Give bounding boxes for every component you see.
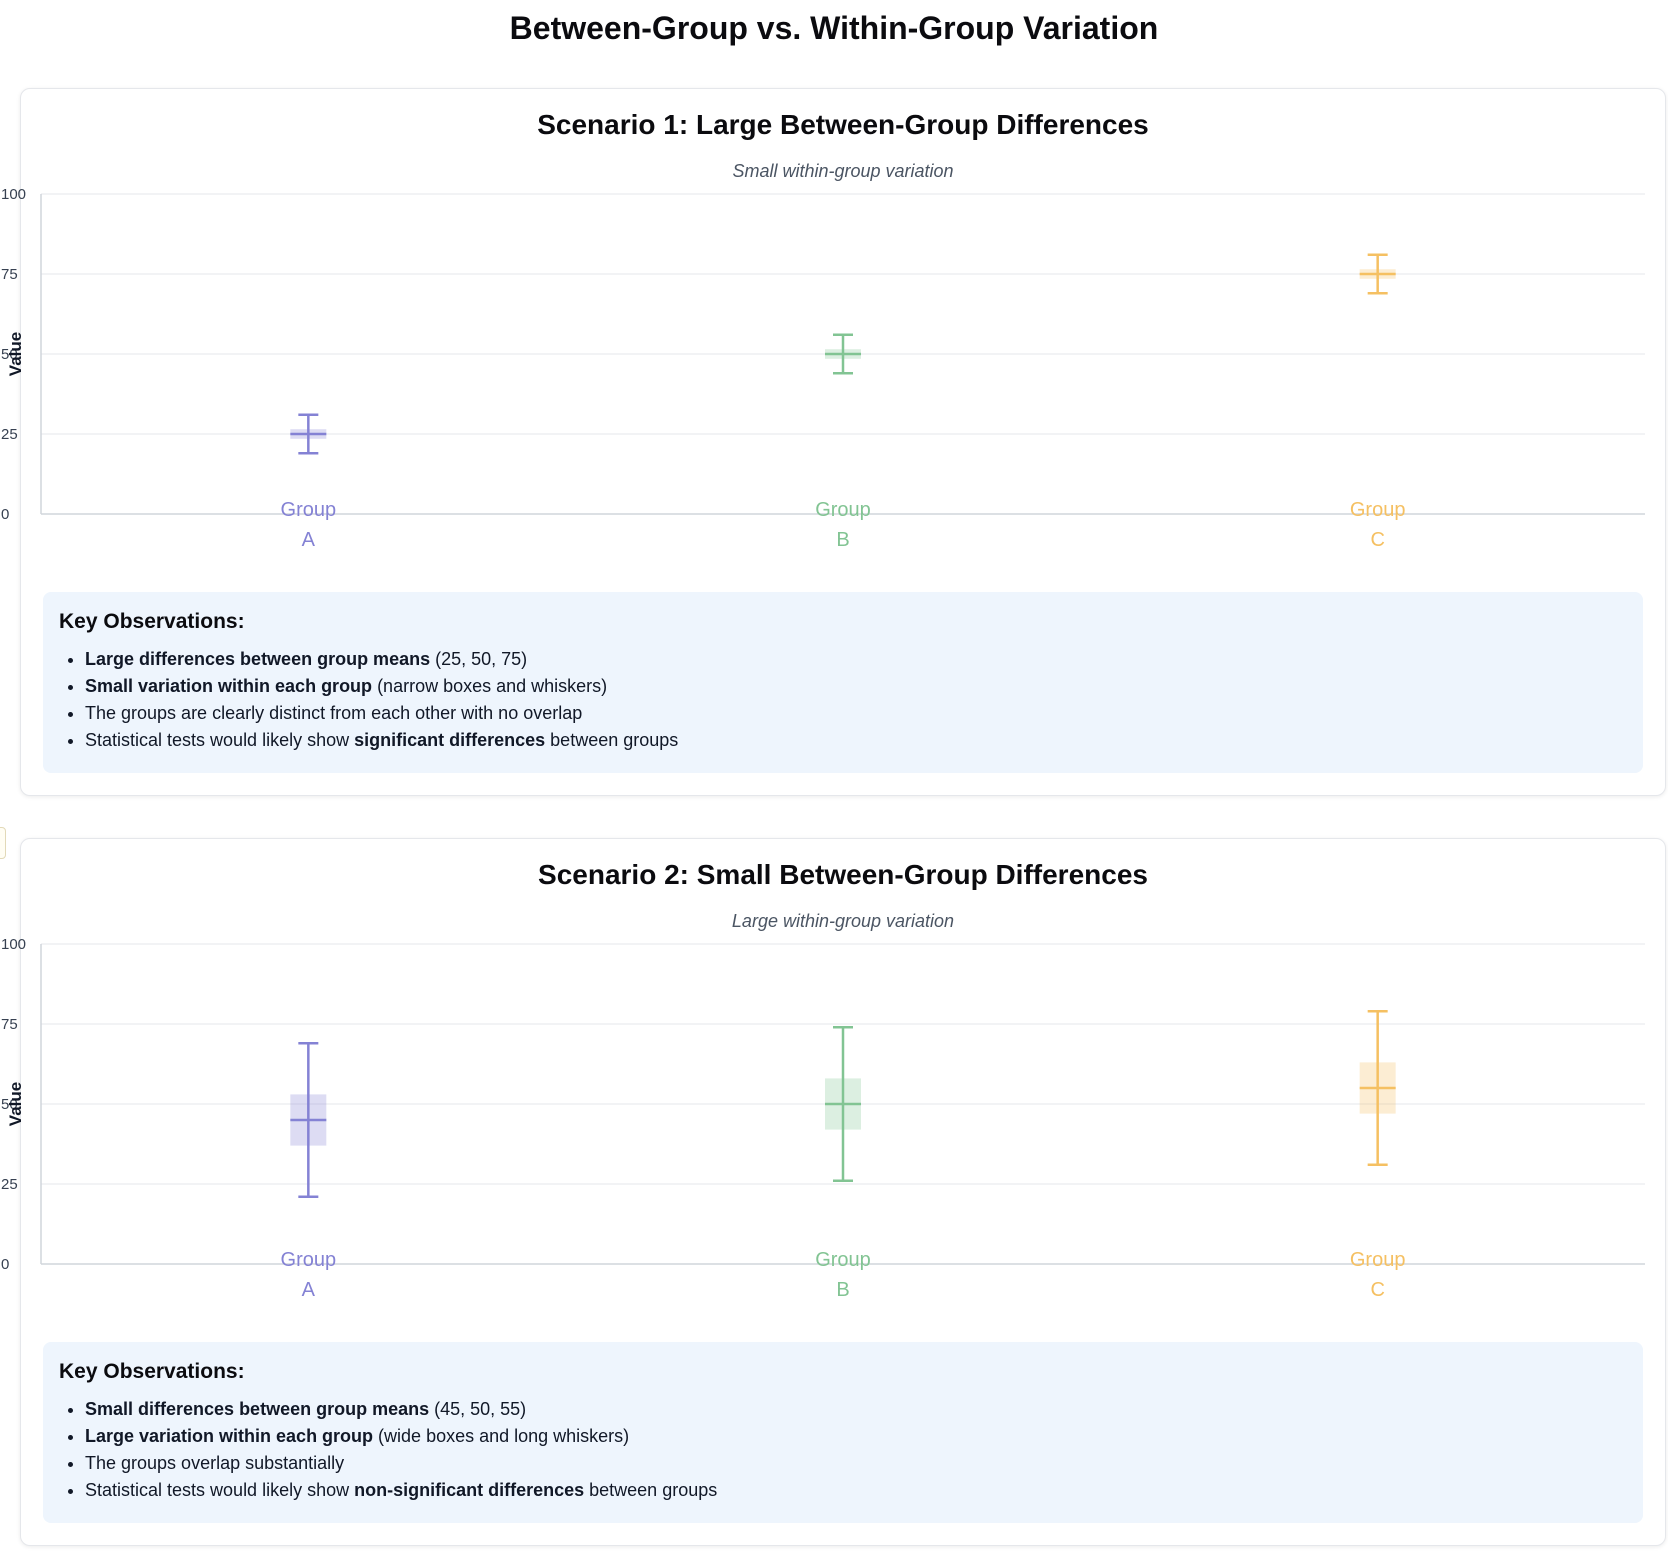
scenario-1-subtitle: Small within-group variation <box>732 161 954 181</box>
observations-list: Small differences between group means (4… <box>59 1396 1627 1504</box>
y-tick-label: 50 <box>1 1096 18 1113</box>
y-tick-label: 0 <box>1 1256 9 1273</box>
y-tick-label: 25 <box>1 1176 18 1193</box>
y-tick-label: 100 <box>1 186 26 203</box>
scenario-1-observations: Key Observations: Large differences betw… <box>43 592 1643 773</box>
x-tick-label: Group B <box>815 499 871 551</box>
observation-item: Small variation within each group (narro… <box>85 673 1627 700</box>
scenario-1-card: Scenario 1: Large Between-Group Differen… <box>1 88 1666 796</box>
observations-title: Key Observations: <box>59 1360 245 1383</box>
y-tick-label: 75 <box>1 266 18 283</box>
observation-item: Small differences between group means (4… <box>85 1396 1627 1423</box>
page-title: Between-Group vs. Within-Group Variation <box>509 10 1159 46</box>
observation-item: Large differences between group means (2… <box>85 646 1627 673</box>
x-tick-label: Group A <box>281 499 337 551</box>
scenario-1-box-plot: 0 25 50 75 100 Value Group A Group B Group C <box>1 186 1645 551</box>
observation-item: Statistical tests would likely show non-… <box>85 1477 1627 1504</box>
observation-item: Large variation within each group (wide … <box>85 1423 1627 1450</box>
y-tick-label: 75 <box>1 1016 18 1033</box>
observation-item: Statistical tests would likely show sign… <box>85 727 1627 754</box>
x-tick-label: Group B <box>815 1249 871 1301</box>
observation-item: The groups overlap substantially <box>85 1450 1627 1477</box>
scenario-1-title: Scenario 1: Large Between-Group Differen… <box>537 109 1149 140</box>
observations-title: Key Observations: <box>59 610 245 633</box>
y-axis-label: Value <box>6 1082 25 1126</box>
scenario-2-card: Scenario 2: Small Between-Group Differen… <box>1 838 1666 1546</box>
y-tick-label: 25 <box>1 426 18 443</box>
scenario-2-observations: Key Observations: Small differences betw… <box>43 1342 1643 1523</box>
observation-item: The groups are clearly distinct from eac… <box>85 700 1627 727</box>
y-axis-label: Value <box>6 332 25 376</box>
y-tick-label: 0 <box>1 506 9 523</box>
observations-list: Large differences between group means (2… <box>59 646 1627 754</box>
edge-tab[interactable] <box>0 827 6 859</box>
x-tick-label: Group A <box>281 1249 337 1301</box>
scenario-2-subtitle: Large within-group variation <box>731 911 955 931</box>
y-tick-label: 100 <box>1 936 26 953</box>
scenario-2-title: Scenario 2: Small Between-Group Differen… <box>538 859 1148 890</box>
scenario-2-box-plot: 0 25 50 75 100 Value Group A Group B Group C <box>1 936 1645 1301</box>
x-tick-label: Group C <box>1350 1249 1406 1301</box>
x-tick-label: Group C <box>1350 499 1406 551</box>
y-tick-label: 50 <box>1 346 18 363</box>
